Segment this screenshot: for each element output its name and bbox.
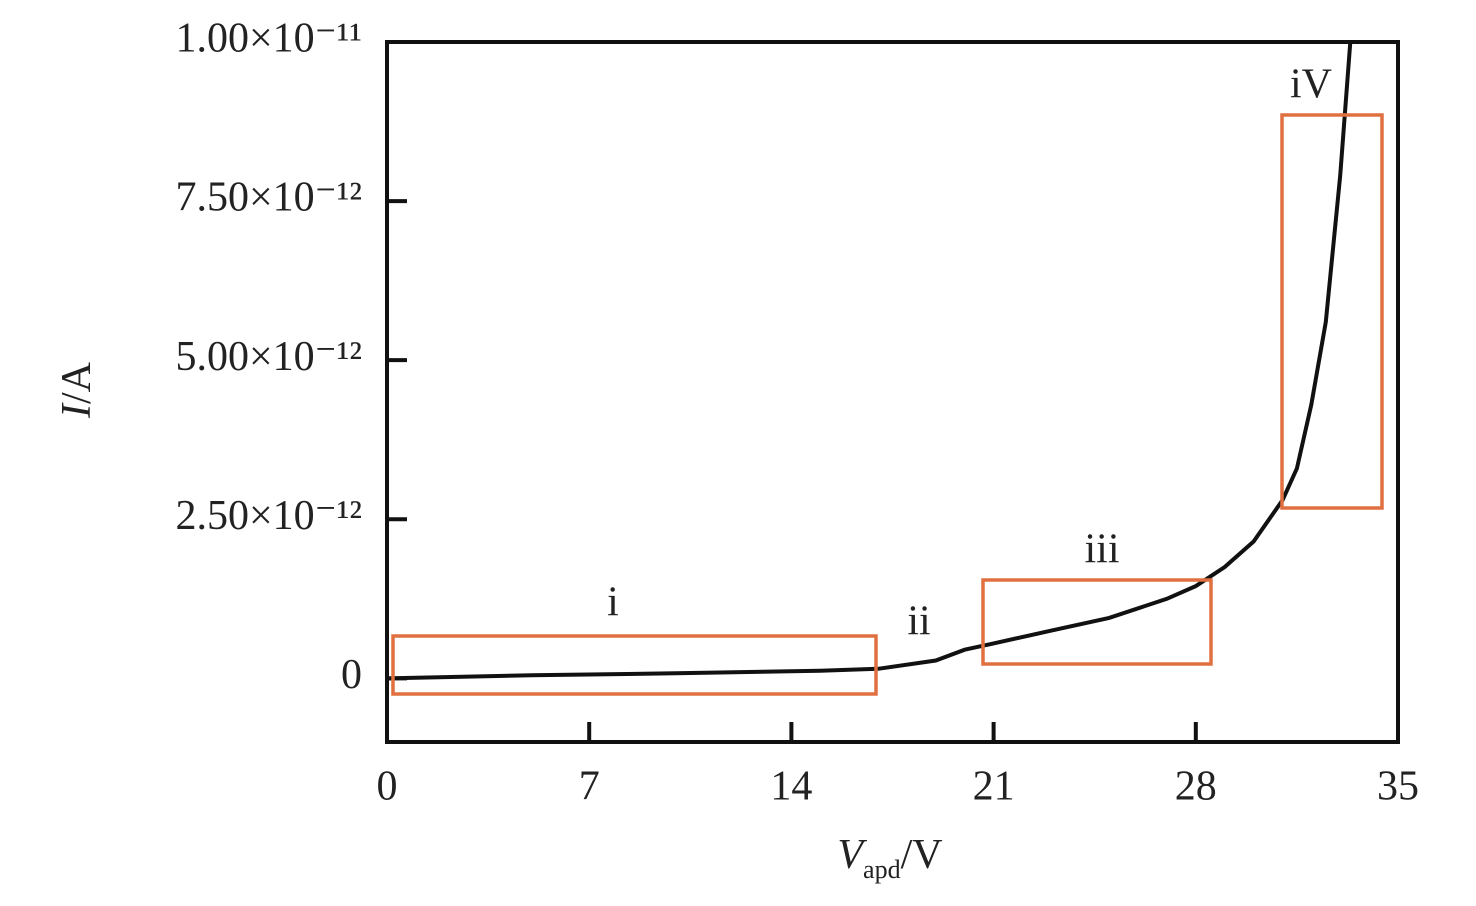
x-axis-label: Vapd/V xyxy=(837,832,942,884)
x-label-subscript: apd xyxy=(863,855,901,884)
x-tick-label: 21 xyxy=(973,764,1015,810)
y-axis-label: I/A xyxy=(54,361,100,419)
plot-frame xyxy=(385,40,1400,744)
x-label-symbol: V xyxy=(837,832,867,878)
x-tick-label: 14 xyxy=(770,764,812,810)
annotation: i xyxy=(607,580,619,626)
region-box xyxy=(391,634,878,696)
x-tick-label: 7 xyxy=(579,764,600,810)
annotation: iV xyxy=(1290,62,1332,108)
annotation: iii xyxy=(1084,527,1119,573)
y-tick-label: 7.50×10⁻¹² xyxy=(175,175,362,221)
y-tick-label: 1.00×10⁻¹¹ xyxy=(175,16,362,62)
y-label-unit: /A xyxy=(54,361,100,404)
y-tick-label: 5.00×10⁻¹² xyxy=(175,334,362,380)
x-tick-label: 35 xyxy=(1377,764,1419,810)
x-tick-label: 0 xyxy=(377,764,398,810)
line-series xyxy=(386,41,1353,681)
y-tick-label: 0 xyxy=(341,652,362,698)
annotation: ii xyxy=(907,599,930,645)
x-label-unit: /V xyxy=(901,832,943,878)
region-box xyxy=(981,578,1213,666)
x-tick-label: 28 xyxy=(1175,764,1217,810)
region-box xyxy=(1280,113,1384,510)
y-tick-label: 2.50×10⁻¹² xyxy=(175,493,362,539)
y-label-symbol: I xyxy=(54,402,100,419)
